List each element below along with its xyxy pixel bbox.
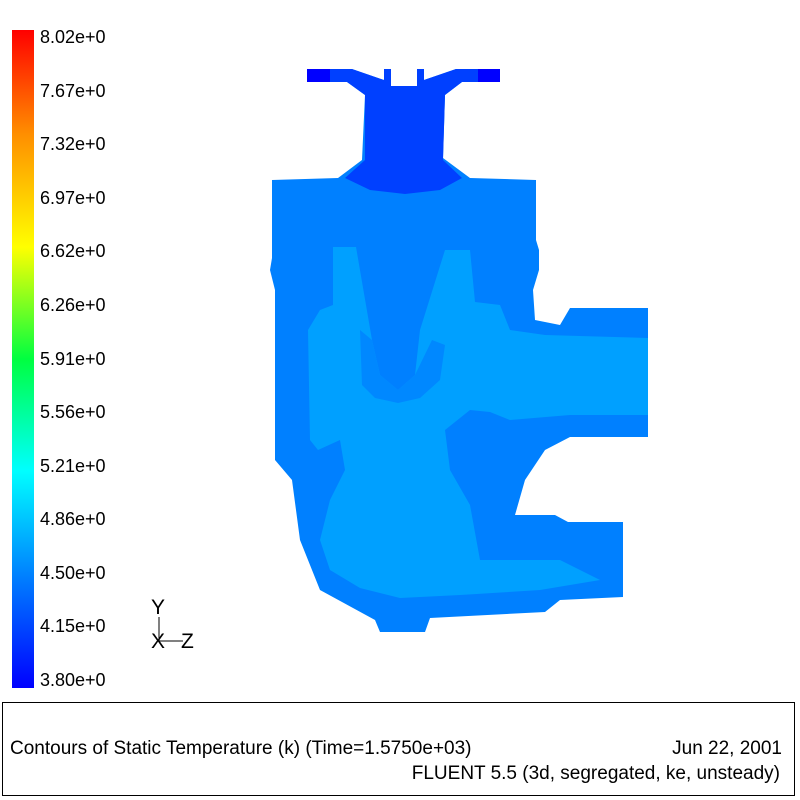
colorbar-label: 4.15e+0 <box>40 616 106 637</box>
axis-z-label: Z <box>181 630 194 653</box>
colorbar-label: 6.62e+0 <box>40 241 106 262</box>
axis-x-label: X <box>151 630 166 653</box>
colorbar <box>12 30 34 688</box>
flange-left <box>307 69 330 82</box>
colorbar-label: 4.86e+0 <box>40 509 106 530</box>
colorbar-label: 6.26e+0 <box>40 294 106 315</box>
inner-channel <box>360 330 445 403</box>
colorbar-label: 7.32e+0 <box>40 134 106 155</box>
colorbar-label: 7.67e+0 <box>40 80 106 101</box>
colorbar-label: 5.56e+0 <box>40 402 106 423</box>
core-region <box>308 247 648 598</box>
colorbar-label: 5.21e+0 <box>40 455 106 476</box>
axis-y-label: Y <box>151 596 166 619</box>
caption-date: Jun 22, 2001 <box>672 738 782 759</box>
valve-geometry <box>270 69 648 632</box>
caption-title: Contours of Static Temperature (k) (Time… <box>10 738 472 759</box>
colorbar-label: 6.97e+0 <box>40 187 106 208</box>
caption-solver: FLUENT 5.5 (3d, segregated, ke, unsteady… <box>411 763 780 784</box>
colorbar-label: 5.91e+0 <box>40 348 106 369</box>
colorbar-label: 8.02e+0 <box>40 27 106 47</box>
neck-region <box>307 69 500 194</box>
caption-box: Contours of Static Temperature (k) (Time… <box>2 702 795 796</box>
flange-right <box>478 69 500 82</box>
colorbar-label: 4.50e+0 <box>40 562 106 583</box>
axis-triad <box>158 617 183 642</box>
colorbar-label: 3.80e+0 <box>40 670 106 690</box>
